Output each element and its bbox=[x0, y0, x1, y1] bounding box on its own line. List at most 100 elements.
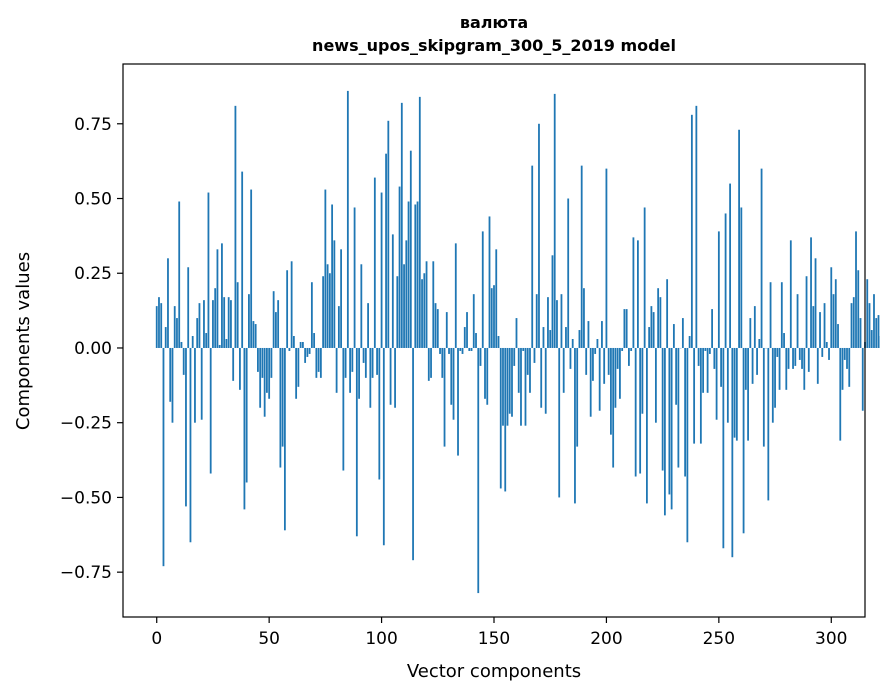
bar bbox=[288, 347, 291, 351]
y-tick-label: 0.50 bbox=[74, 190, 112, 210]
bar bbox=[468, 347, 471, 351]
bar bbox=[529, 347, 531, 393]
bar bbox=[270, 347, 273, 378]
bar bbox=[610, 347, 612, 435]
bar bbox=[499, 347, 502, 489]
bar bbox=[176, 318, 178, 348]
bar bbox=[212, 300, 214, 348]
bar bbox=[533, 347, 536, 363]
bar bbox=[531, 165, 534, 348]
bar bbox=[301, 341, 304, 348]
bar bbox=[511, 347, 513, 417]
bar bbox=[717, 231, 720, 348]
bar bbox=[335, 347, 338, 393]
y-axis: 0.75 0.50 0.25 0.00 −0.25 −0.50 −0.75 bbox=[60, 115, 123, 583]
bar bbox=[812, 306, 815, 348]
bar bbox=[690, 114, 693, 348]
bar bbox=[333, 240, 336, 348]
bar bbox=[551, 255, 554, 348]
chart-title: валюта bbox=[460, 13, 528, 32]
bar bbox=[367, 303, 369, 348]
bar bbox=[279, 347, 282, 468]
bar bbox=[434, 303, 437, 348]
bar bbox=[254, 324, 257, 348]
bar bbox=[708, 347, 711, 354]
chart-subtitle: news_upos_skipgram_300_5_2019 model bbox=[312, 36, 676, 55]
bar bbox=[621, 347, 624, 351]
bar bbox=[576, 347, 579, 447]
bar bbox=[326, 264, 329, 348]
bar bbox=[762, 347, 765, 447]
bar bbox=[776, 347, 779, 357]
bar bbox=[241, 171, 244, 348]
bar bbox=[520, 347, 522, 426]
bar bbox=[574, 347, 576, 504]
bar bbox=[848, 347, 851, 387]
bar bbox=[630, 347, 633, 351]
bar bbox=[684, 347, 687, 477]
bar bbox=[769, 282, 772, 348]
bar bbox=[477, 347, 480, 594]
bar bbox=[805, 276, 808, 348]
bar bbox=[297, 347, 300, 387]
bar bbox=[538, 123, 540, 348]
bar bbox=[412, 347, 414, 561]
bar bbox=[774, 347, 776, 408]
bar bbox=[819, 312, 821, 348]
bar bbox=[648, 327, 651, 348]
bars-group bbox=[155, 90, 880, 594]
bar bbox=[612, 347, 615, 468]
bar bbox=[236, 282, 239, 348]
bar bbox=[448, 347, 450, 354]
bar bbox=[780, 282, 783, 348]
bar bbox=[351, 347, 354, 372]
bar bbox=[358, 347, 360, 399]
bar bbox=[409, 150, 412, 348]
bar bbox=[706, 347, 709, 393]
bar bbox=[382, 347, 385, 546]
bar bbox=[654, 347, 657, 423]
bar bbox=[798, 347, 801, 360]
bar bbox=[614, 347, 617, 408]
bar bbox=[162, 347, 165, 567]
bar bbox=[859, 318, 862, 348]
bar bbox=[625, 309, 628, 348]
bar bbox=[324, 189, 327, 348]
bar bbox=[715, 347, 718, 420]
bar bbox=[331, 204, 334, 348]
bar bbox=[677, 347, 680, 468]
bar bbox=[495, 249, 498, 348]
bar bbox=[232, 347, 235, 381]
bar bbox=[313, 333, 316, 348]
bar bbox=[598, 347, 601, 411]
bar bbox=[171, 347, 174, 423]
bar bbox=[205, 333, 208, 348]
bar bbox=[418, 96, 421, 348]
bar bbox=[187, 267, 190, 348]
bar bbox=[378, 347, 381, 480]
bar bbox=[857, 270, 860, 348]
bar bbox=[268, 347, 271, 399]
bar bbox=[789, 240, 792, 348]
bar bbox=[549, 330, 552, 348]
bar bbox=[252, 321, 255, 348]
bar bbox=[846, 347, 848, 369]
bar bbox=[634, 347, 637, 477]
bar bbox=[450, 347, 453, 405]
bar bbox=[535, 294, 538, 348]
bar bbox=[155, 306, 158, 348]
bar bbox=[852, 297, 855, 348]
bar bbox=[623, 309, 626, 348]
bar bbox=[178, 201, 181, 348]
bar bbox=[158, 297, 160, 348]
bar bbox=[526, 347, 529, 375]
bar bbox=[250, 189, 253, 348]
bar bbox=[209, 347, 212, 474]
y-tick-label: −0.50 bbox=[60, 488, 112, 508]
bar bbox=[866, 279, 869, 348]
bar bbox=[167, 258, 169, 348]
bar bbox=[547, 297, 549, 348]
bar bbox=[484, 347, 486, 399]
bar bbox=[200, 347, 203, 420]
bar bbox=[556, 300, 558, 348]
